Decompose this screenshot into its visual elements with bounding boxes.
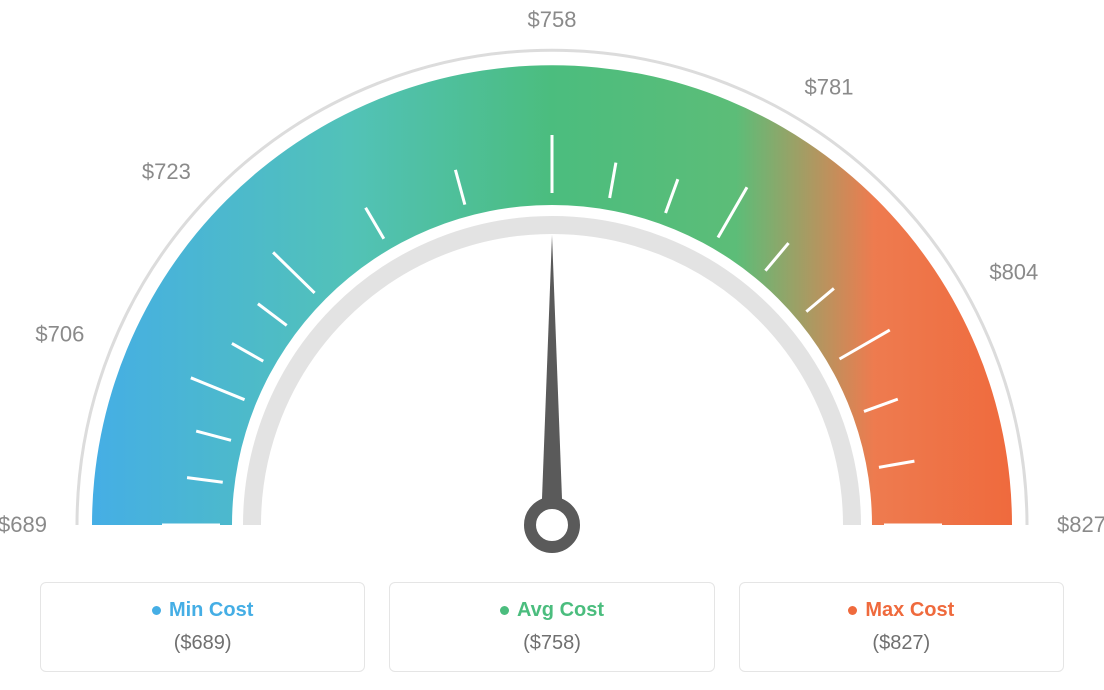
- gauge-svg: $689 $706 $723 $758 $781 $804 $827: [0, 0, 1104, 570]
- legend-value: ($827): [752, 632, 1051, 655]
- legend-title: Min Cost: [152, 599, 253, 622]
- cost-gauge-chart: $689 $706 $723 $758 $781 $804 $827 Min Cost ($6…: [0, 0, 1104, 690]
- legend-row: Min Cost ($689) Avg Cost ($758) Max Cost ($82…: [0, 582, 1104, 672]
- legend-card: Avg Cost ($758): [389, 582, 714, 672]
- tick-label: $827: [1057, 512, 1104, 537]
- legend-value: ($758): [402, 632, 701, 655]
- tick-label: $706: [35, 321, 84, 346]
- legend-title: Max Cost: [848, 599, 954, 622]
- tick-label: $781: [805, 75, 854, 100]
- legend-label: Avg Cost: [517, 599, 604, 622]
- legend-dot-icon: [152, 606, 161, 615]
- gauge-hub: [530, 503, 574, 547]
- legend-card: Min Cost ($689): [40, 582, 365, 672]
- tick-label: $804: [989, 260, 1038, 285]
- tick-label: $723: [142, 159, 191, 184]
- gauge-needle: [541, 235, 563, 525]
- tick-label: $758: [528, 7, 577, 32]
- legend-dot-icon: [848, 606, 857, 615]
- legend-card: Max Cost ($827): [739, 582, 1064, 672]
- tick-label: $689: [0, 512, 47, 537]
- legend-label: Min Cost: [169, 599, 253, 622]
- legend-value: ($689): [53, 632, 352, 655]
- legend-title: Avg Cost: [500, 599, 604, 622]
- legend-label: Max Cost: [865, 599, 954, 622]
- legend-dot-icon: [500, 606, 509, 615]
